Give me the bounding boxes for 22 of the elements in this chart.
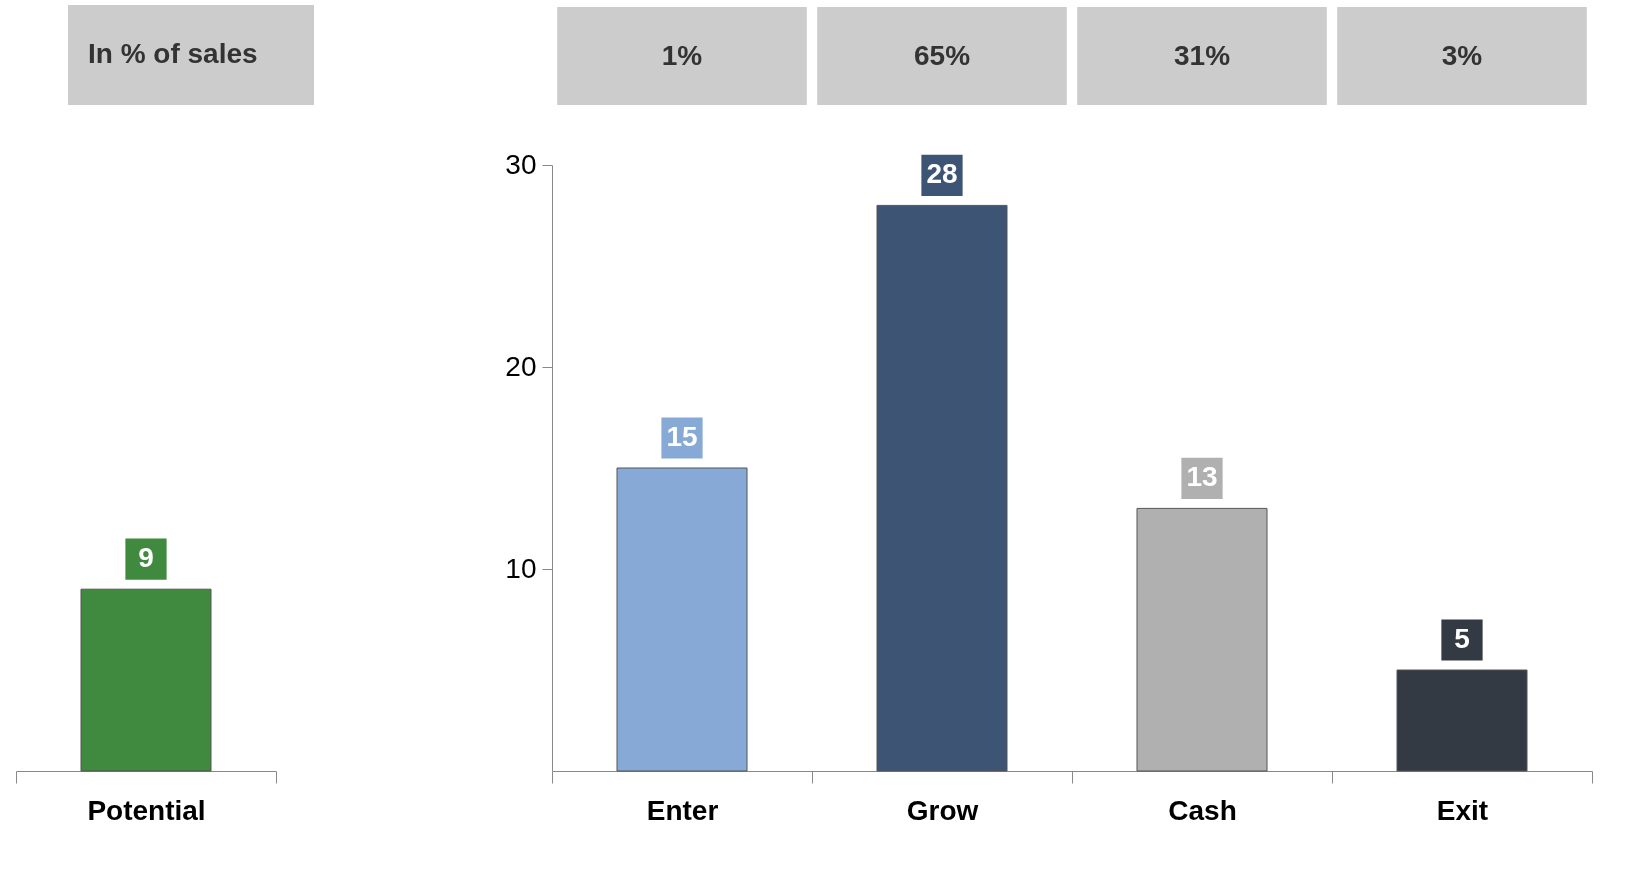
bar xyxy=(876,204,1008,772)
x-tick-label: Grow xyxy=(906,794,979,826)
text: 31% xyxy=(1173,40,1231,71)
x-tick-label: Exit xyxy=(1436,794,1489,826)
data-label: 13 xyxy=(1186,461,1218,493)
bar xyxy=(616,467,748,772)
text: In % of sales xyxy=(88,38,258,69)
x-tick-label: Enter xyxy=(646,794,719,826)
y-tick-label: 30 xyxy=(505,148,537,180)
data-label: 15 xyxy=(666,421,698,452)
text: 3% xyxy=(1441,40,1483,71)
data-label: 5 xyxy=(1454,623,1470,654)
y-tick-label: 20 xyxy=(505,350,537,382)
text: 1% xyxy=(661,40,703,71)
data-label: 28 xyxy=(926,158,958,190)
text: 65% xyxy=(913,40,971,71)
x-tick-label: Potential xyxy=(87,794,206,826)
y-tick-label: 10 xyxy=(505,552,537,584)
data-label: 9 xyxy=(138,542,154,574)
x-tick-label: Cash xyxy=(1168,794,1237,826)
bar xyxy=(1396,669,1528,772)
bar xyxy=(1136,507,1268,772)
